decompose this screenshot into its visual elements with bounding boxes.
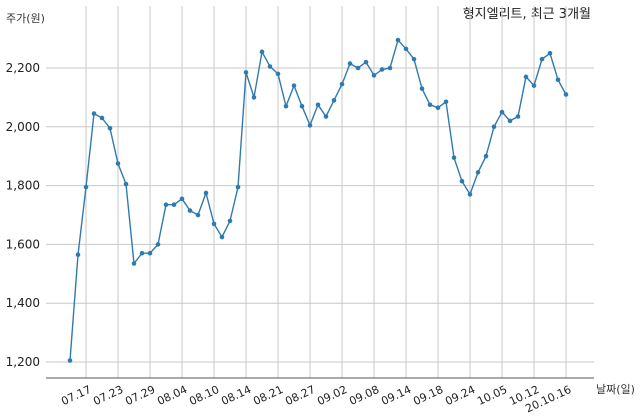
y-tick-label: 1,800 (6, 179, 40, 193)
price-point (211, 221, 217, 227)
price-point (83, 184, 89, 190)
x-tick-label: 08.21 (251, 383, 285, 408)
x-tick-label: 09.02 (315, 383, 349, 408)
price-point (75, 252, 81, 257)
price-point (395, 37, 401, 43)
x-tick-label: 09.14 (379, 383, 413, 408)
price-point (299, 103, 305, 109)
price-point (219, 234, 225, 240)
price-point (547, 51, 553, 56)
price-point (435, 105, 441, 110)
price-point (499, 109, 505, 115)
y-tick-labels: 1,200 1,400 1,600 1,800 2,000 2,200 (6, 61, 40, 369)
price-point (563, 92, 569, 97)
y-tick-label: 2,200 (6, 61, 40, 75)
y-tick-label: 1,600 (6, 237, 40, 251)
price-point (427, 102, 433, 108)
price-point (475, 170, 481, 175)
y-tick-label: 1,200 (6, 355, 40, 369)
price-point (275, 71, 281, 77)
price-point (187, 208, 193, 213)
price-point (523, 74, 529, 80)
x-tick-label: 08.10 (187, 383, 221, 408)
price-point (355, 65, 361, 71)
price-point (123, 181, 129, 187)
price-point (483, 153, 489, 159)
price-point (107, 125, 113, 131)
price-point (491, 124, 497, 130)
price-point (411, 56, 417, 62)
price-point (179, 196, 185, 202)
price-point (307, 123, 313, 128)
price-point (555, 77, 561, 83)
price-point (259, 49, 265, 55)
y-tick-label: 2,000 (6, 120, 40, 134)
series-layer (67, 37, 569, 363)
price-point (195, 212, 201, 218)
price-point (451, 155, 457, 160)
price-point (531, 83, 537, 88)
x-axis-label: 날짜(일) (596, 382, 635, 396)
x-tick-label: 09.08 (347, 383, 381, 408)
price-point (139, 250, 145, 256)
price-point (283, 103, 289, 109)
x-tick-label: 07.17 (59, 383, 93, 408)
price-point (323, 114, 329, 119)
price-point (291, 83, 297, 88)
price-point (147, 250, 153, 256)
price-point (539, 56, 545, 62)
price-point (203, 190, 209, 196)
x-tick-label: 07.23 (91, 383, 125, 408)
price-point (515, 114, 521, 119)
price-point (99, 115, 105, 121)
price-point (251, 95, 257, 100)
price-point (507, 118, 513, 124)
x-tick-label: 10.05 (475, 383, 509, 408)
price-point (155, 242, 161, 247)
y-axis-label: 주가(원) (6, 12, 45, 25)
price-point (467, 192, 473, 197)
price-point (379, 67, 385, 72)
price-point (339, 81, 345, 87)
price-point (67, 358, 73, 363)
x-tick-label: 07.29 (123, 383, 157, 408)
price-point (131, 261, 137, 266)
x-tick-labels: 07.1707.2307.2908.0408.1008.1408.2108.27… (59, 383, 573, 415)
price-point (443, 99, 449, 105)
price-point (227, 218, 233, 224)
price-point (235, 184, 241, 190)
price-point (267, 64, 273, 69)
x-tick-label: 09.18 (411, 383, 445, 408)
price-point (371, 73, 377, 78)
x-tick-label: 08.04 (155, 383, 189, 408)
price-point (459, 178, 465, 184)
y-tick-label: 1,400 (6, 296, 40, 310)
x-tick-label: 08.27 (283, 383, 317, 408)
price-point (243, 70, 249, 75)
price-point (363, 59, 369, 65)
x-tick-label: 08.14 (219, 383, 253, 408)
price-point (91, 111, 97, 116)
price-point (171, 202, 177, 208)
x-tick-label: 09.24 (443, 383, 477, 408)
price-point (387, 65, 393, 71)
price-point (163, 202, 169, 208)
price-point (403, 46, 409, 52)
chart-title: 형지엘리트, 최근 3개월 (463, 7, 591, 22)
grid (46, 6, 594, 378)
price-point (115, 161, 121, 166)
price-point (347, 61, 353, 66)
price-point (331, 98, 337, 103)
price-series-line (69, 38, 567, 361)
price-point (315, 102, 321, 108)
price-point (419, 86, 425, 91)
